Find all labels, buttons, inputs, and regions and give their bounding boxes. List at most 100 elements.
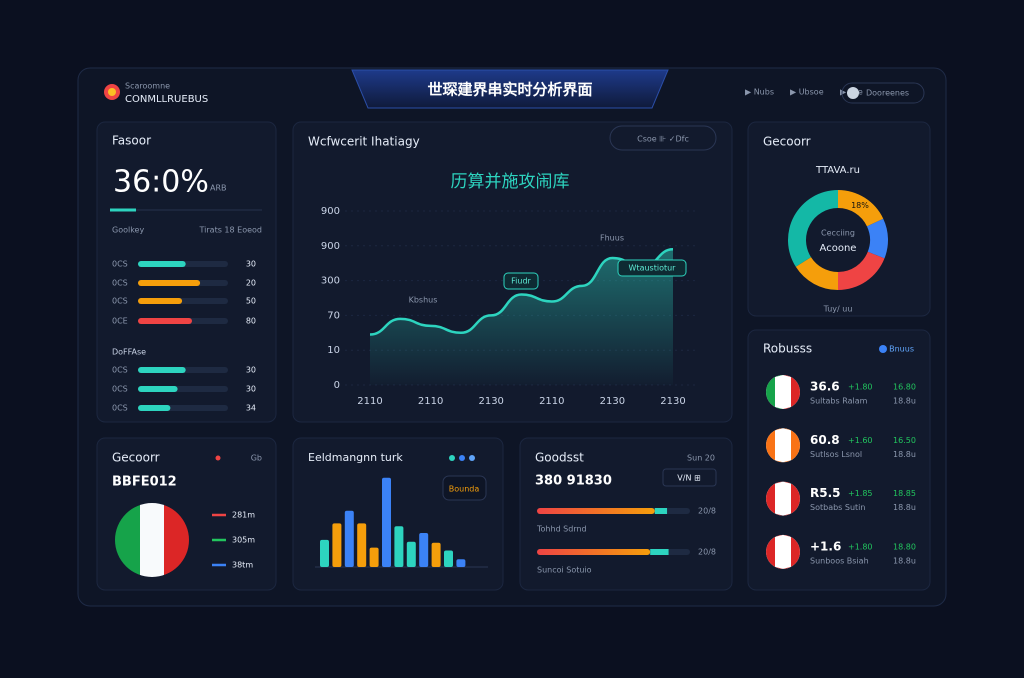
team-note: 18.8u (893, 450, 916, 459)
tag-box (662, 468, 717, 487)
progress-label: Tohhd Sdrnd (536, 525, 587, 534)
bar (382, 477, 391, 567)
y-tick-label: 300 (321, 276, 340, 287)
team-score: 60.8 (810, 433, 840, 447)
status-dot (449, 455, 455, 461)
legend-label: 38tm (232, 561, 253, 570)
team-delta: +1.85 (848, 489, 873, 498)
donut-segment (866, 218, 888, 259)
legend-label: 281m (232, 511, 255, 520)
flag-stripe (140, 503, 164, 577)
team-score: +1.6 (810, 539, 841, 553)
panel-tag: Gb (251, 454, 262, 463)
flag-right (783, 375, 800, 409)
row-figure: 34 (246, 404, 256, 413)
kpi: 380 91830 (535, 474, 612, 489)
donut-bottom: Tuy/ uu (823, 305, 853, 314)
donut-segment (838, 190, 884, 227)
group-title: DoFFAse (112, 348, 146, 357)
y-tick-label: 0 (334, 380, 340, 391)
bar (431, 542, 441, 567)
page-title: 世琛建界串实时分析界面 (427, 81, 592, 99)
panel-side: Sun 20 (687, 454, 715, 463)
progress-bar (138, 367, 186, 373)
legend[interactable]: Csoe ⊪ ✓Dfc (637, 135, 689, 144)
panel-title: Eeldmangnn turk (308, 451, 403, 464)
y-tick-label: 900 (321, 241, 340, 252)
user-pill[interactable] (841, 82, 925, 104)
flag-left (766, 428, 783, 463)
y-tick-label: 10 (327, 345, 340, 356)
panel-title: Goodsst (535, 451, 584, 465)
team-score: 36.6 (810, 380, 840, 394)
progress-bar (138, 298, 183, 304)
flag-pie (115, 503, 189, 577)
button-label[interactable]: Bounda (449, 485, 480, 494)
annotation-box (617, 259, 687, 277)
code: BBFE012 (112, 475, 177, 490)
row-label: 0CE (112, 317, 128, 326)
annotation: Kbshus (409, 296, 438, 305)
bar (357, 523, 367, 567)
kpi-unit: ARB (210, 184, 227, 193)
team-note: Sultabs Ralam (810, 397, 868, 406)
panel-title: Gecoorr (112, 451, 160, 465)
team-note: 18.8u (893, 503, 916, 512)
nav-item[interactable]: ▶ Nubs (745, 88, 774, 97)
nav-item[interactable]: ▶ Ubsoe (790, 88, 824, 97)
bar (369, 547, 379, 567)
badge[interactable]: Bnuus (889, 345, 914, 354)
team-extra: 16.50 (893, 436, 916, 445)
panel-title: Wcfwcerit Ihatiagy (308, 135, 420, 149)
title-tab (351, 69, 669, 109)
area (370, 249, 673, 385)
status-dot (215, 455, 221, 461)
bar (406, 541, 416, 567)
flag-right (783, 481, 800, 516)
annotation-box (503, 272, 539, 290)
y-tick-label: 70 (327, 310, 340, 321)
row-figure: 20 (246, 279, 256, 288)
team-note: Sotbabs Sutin (810, 503, 865, 512)
button[interactable] (442, 475, 487, 501)
row-label: 0CS (112, 404, 128, 413)
donut-segment (795, 257, 838, 290)
row-figure: 50 (246, 297, 256, 306)
avatar[interactable] (847, 87, 859, 99)
donut-segment (788, 190, 838, 267)
row-figure: 30 (246, 385, 256, 394)
team-note: Sunboos Bsiah (810, 556, 869, 565)
x-tick-label: 2110 (357, 396, 382, 407)
tag: V/N ⊞ (677, 474, 700, 483)
x-tick-label: 2130 (478, 396, 503, 407)
team-delta: +1.80 (848, 542, 873, 551)
panel-title: Robusss (763, 342, 812, 356)
badge-dot (879, 345, 887, 353)
bar (456, 559, 466, 567)
row-label: 0CS (112, 297, 128, 306)
row-label: 0CS (112, 366, 128, 375)
donut-top-label: TTAVA.ru (815, 165, 860, 176)
user-name[interactable]: Dooreenes (866, 89, 909, 98)
progress-figure: 20/8 (698, 507, 716, 516)
panel (96, 121, 277, 423)
progress-part (537, 549, 651, 555)
x-tick-label: 2130 (660, 396, 685, 407)
panel-title: Gecoorr (763, 135, 811, 149)
row-label: 0CS (112, 385, 128, 394)
team-note: Sutlsos Lsnol (810, 450, 862, 459)
flag-left (766, 534, 783, 569)
flag-right (783, 534, 800, 569)
team-note: 18.8u (893, 556, 916, 565)
legend-box[interactable] (609, 125, 717, 151)
annotation: Fiudr (511, 277, 531, 286)
team-score: R5.5 (810, 486, 841, 500)
donut-segment (838, 251, 885, 290)
kpi: 36:0% (113, 165, 209, 200)
team-extra: 18.80 (893, 542, 916, 551)
status-dot (459, 455, 465, 461)
progress-bar (138, 280, 201, 286)
chart-subtitle: 历算并施攻闹库 (451, 172, 570, 192)
bar (320, 539, 329, 567)
